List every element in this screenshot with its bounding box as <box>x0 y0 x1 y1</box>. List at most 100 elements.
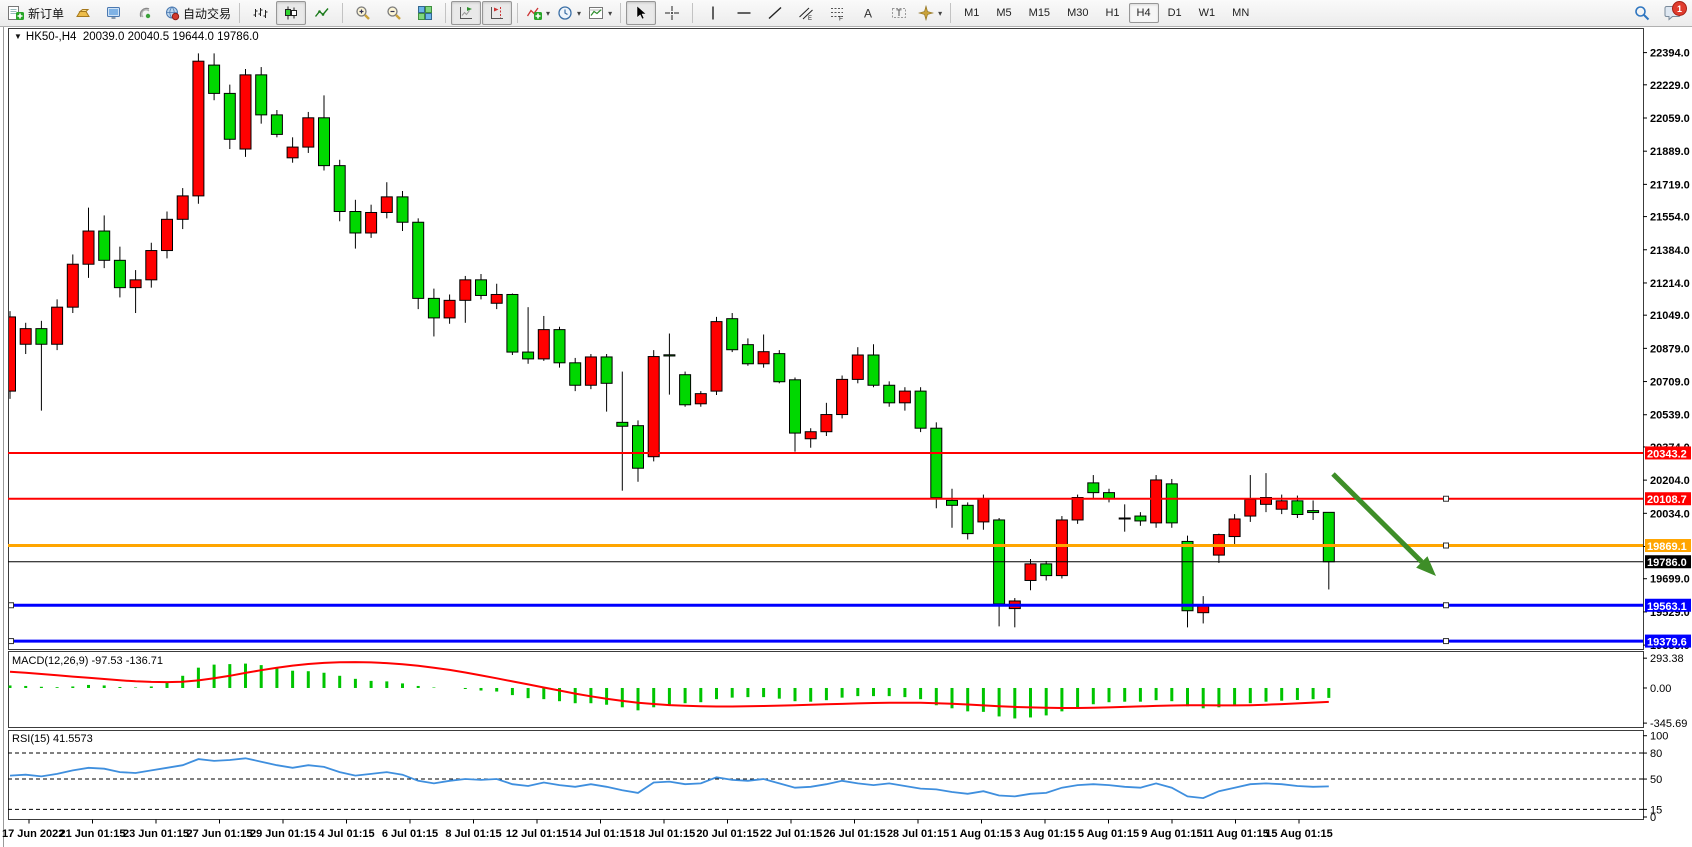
price-tick-label: 20204.0 <box>1650 475 1690 487</box>
templates-button[interactable]: ▾ <box>585 1 615 25</box>
arrows-dropdown-icon[interactable]: ▾ <box>938 8 943 18</box>
line-handle[interactable] <box>8 602 14 609</box>
indicators-button[interactable]: ▾ <box>523 1 553 25</box>
candle <box>522 351 535 360</box>
date-label: 21 Jun 01:15 <box>59 828 125 840</box>
candle <box>506 293 519 353</box>
timeframe-mn[interactable]: MN <box>1232 7 1250 19</box>
date-label: 20 Jul 01:15 <box>696 828 758 840</box>
periods-button[interactable]: ▾ <box>554 1 584 25</box>
equidistant-channel-button[interactable]: E <box>791 1 821 25</box>
candlestick-mode-button[interactable] <box>276 1 307 25</box>
date-label: 15 Aug 01:15 <box>1265 828 1332 840</box>
rsi-line <box>9 757 1329 800</box>
date-label: 6 Jul 01:15 <box>382 828 438 840</box>
trend-arrow-line[interactable] <box>1331 472 1424 564</box>
candle <box>208 64 221 94</box>
chat-button[interactable]: 1 <box>1658 1 1688 25</box>
candle <box>757 351 770 365</box>
fibonacci-icon: F <box>829 5 845 21</box>
auto-scroll-button[interactable] <box>451 1 482 25</box>
toolbar-separator <box>239 3 241 23</box>
line-handle[interactable] <box>1443 542 1449 549</box>
candle <box>9 316 16 392</box>
autotrading-label: 自动交易 <box>183 6 232 21</box>
autotrading-button[interactable]: 自动交易 <box>161 1 234 25</box>
candle <box>349 211 362 234</box>
candle <box>537 329 550 360</box>
main-pane[interactable] <box>8 28 1644 650</box>
svg-text:F: F <box>839 16 843 22</box>
zoom-out-button[interactable] <box>379 1 409 25</box>
price-line-label: 19786.0 <box>1647 557 1687 569</box>
candle <box>1055 519 1068 577</box>
line-handle[interactable] <box>1443 495 1449 502</box>
candle <box>977 497 990 523</box>
horizontal-line-icon <box>736 5 752 21</box>
bar-chart-mode-button[interactable] <box>245 1 275 25</box>
candle <box>773 353 786 383</box>
cursor-button[interactable] <box>626 1 657 25</box>
line-handle[interactable] <box>1443 602 1449 609</box>
search-button[interactable] <box>1627 1 1657 25</box>
text-label-button[interactable]: T <box>884 1 914 25</box>
chart-shift-button[interactable] <box>482 1 513 25</box>
price-tick-label: 21214.0 <box>1650 278 1690 290</box>
line-handle[interactable] <box>8 638 14 645</box>
crosshair-button[interactable] <box>657 1 687 25</box>
chevron-down-icon[interactable]: ▼ <box>14 32 22 41</box>
line-chart-mode-button[interactable] <box>307 1 337 25</box>
timeframe-w1[interactable]: W1 <box>1198 7 1216 19</box>
candle <box>223 92 236 140</box>
trendline-button[interactable] <box>760 1 790 25</box>
signals-button[interactable] <box>130 1 160 25</box>
candle <box>35 328 48 345</box>
fibonacci-button[interactable]: F <box>822 1 852 25</box>
candle <box>380 196 393 213</box>
vertical-line-button[interactable] <box>698 1 728 25</box>
templates-dropdown-icon[interactable]: ▾ <box>608 8 613 18</box>
timeframe-h1[interactable]: H1 <box>1105 7 1120 19</box>
navigator-button[interactable] <box>99 1 129 25</box>
rsi-pane[interactable] <box>8 730 1644 820</box>
candle <box>898 390 911 404</box>
candle <box>286 146 299 159</box>
trend-arrow-head[interactable] <box>1416 556 1436 576</box>
timeframe-m1[interactable]: M1 <box>964 7 980 19</box>
candle <box>1040 563 1053 577</box>
price-tick-label: 21719.0 <box>1650 179 1690 191</box>
new-order-button[interactable]: 新订单 <box>4 1 67 25</box>
timeframe-m5[interactable]: M5 <box>996 7 1012 19</box>
auto-scroll-icon <box>458 5 474 21</box>
search-icon <box>1634 5 1650 21</box>
candle <box>1181 540 1194 612</box>
candle <box>789 379 801 434</box>
toolbar-separator <box>620 3 622 23</box>
date-label: 12 Jul 01:15 <box>506 828 568 840</box>
candle <box>553 329 566 364</box>
text-button[interactable]: A <box>853 1 883 25</box>
timeframe-d1[interactable]: D1 <box>1167 7 1182 19</box>
tile-windows-icon <box>417 5 433 21</box>
text-icon: A <box>860 5 876 21</box>
arrows-icon <box>918 5 935 21</box>
candle <box>427 297 440 319</box>
timeframe-m30[interactable]: M30 <box>1067 7 1089 19</box>
candle <box>836 378 849 416</box>
zoom-in-button[interactable] <box>348 1 378 25</box>
horizontal-line-button[interactable] <box>729 1 759 25</box>
tile-windows-button[interactable] <box>410 1 440 25</box>
timeframe-m15[interactable]: M15 <box>1028 7 1051 19</box>
indicators-dropdown-icon[interactable]: ▾ <box>546 8 551 18</box>
candle <box>679 374 692 406</box>
candle <box>475 279 487 296</box>
periods-dropdown-icon[interactable]: ▾ <box>577 8 582 18</box>
price-tick-label: 20034.0 <box>1650 508 1690 520</box>
line-handle[interactable] <box>1443 638 1449 645</box>
market-watch-button[interactable] <box>68 1 98 25</box>
timeframe-h4[interactable]: H4 <box>1128 3 1159 23</box>
candle <box>1087 482 1100 494</box>
signals-icon <box>137 5 153 21</box>
arrows-button[interactable]: ▾ <box>915 1 945 25</box>
